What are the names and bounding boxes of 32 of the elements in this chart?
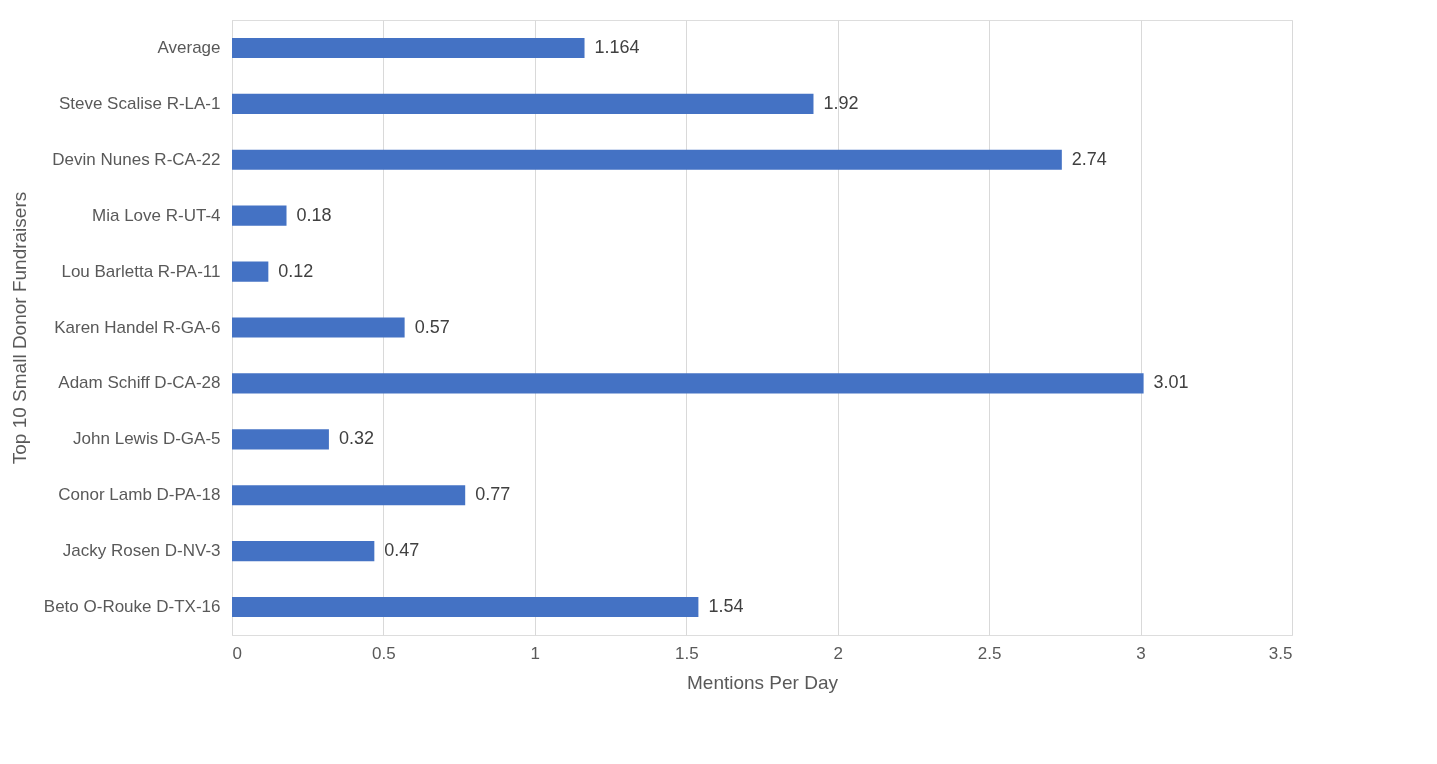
y-tick-label: Steve Scalise R-LA-1 xyxy=(58,93,221,113)
y-tick-label: Devin Nunes R-CA-22 xyxy=(52,149,221,169)
x-tick-label: 1.5 xyxy=(674,643,699,663)
y-tick-label: Conor Lamb D-PA-18 xyxy=(58,485,221,505)
data-label: 2.74 xyxy=(1071,148,1107,169)
y-tick-label: Beto O-Rouke D-TX-16 xyxy=(43,597,221,617)
data-label: 1.92 xyxy=(823,92,859,113)
x-tick-label: 3.5 xyxy=(1268,643,1293,663)
x-tick-label: 2 xyxy=(833,643,843,663)
data-label: 0.77 xyxy=(475,484,511,505)
data-label: 1.164 xyxy=(594,36,640,57)
y-tick-label: Adam Schiff D-CA-28 xyxy=(58,373,221,393)
data-label: 3.01 xyxy=(1153,372,1189,393)
y-axis-title: Top 10 Small Donor Fundraisers xyxy=(8,191,30,465)
x-tick-label: 3 xyxy=(1136,643,1146,663)
y-tick-label: John Lewis D-GA-5 xyxy=(73,429,221,449)
data-label: 0.47 xyxy=(384,540,420,561)
data-label: 0.18 xyxy=(296,204,332,225)
y-tick-label: Average xyxy=(157,37,221,57)
y-tick-label: Karen Handel R-GA-6 xyxy=(54,317,221,337)
y-tick-label: Mia Love R-UT-4 xyxy=(92,205,221,225)
y-tick-label: Jacky Rosen D-NV-3 xyxy=(62,541,221,561)
data-label: 1.54 xyxy=(708,596,744,617)
data-label: 0.32 xyxy=(338,428,374,449)
data-label: 0.57 xyxy=(414,316,450,337)
x-axis-title: Mentions Per Day xyxy=(686,671,839,693)
data-label: 0.12 xyxy=(278,260,314,281)
x-tick-label: 2.5 xyxy=(977,643,1002,663)
x-tick-label: 1 xyxy=(530,643,541,663)
x-tick-label: 0.5 xyxy=(372,643,396,663)
x-tick-label: 0 xyxy=(232,643,242,663)
y-tick-label: Lou Barletta R-PA-11 xyxy=(61,261,221,281)
